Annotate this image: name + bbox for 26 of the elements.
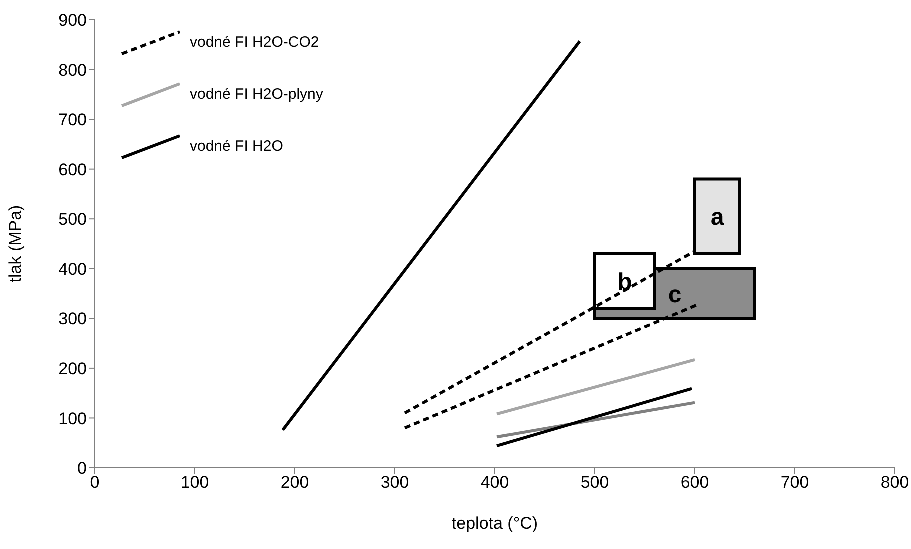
x-tick-label: 200 bbox=[280, 473, 310, 492]
x-axis-title: teplota (°C) bbox=[452, 514, 538, 533]
legend-label: vodné FI H2O-CO2 bbox=[190, 34, 320, 50]
y-tick-label: 500 bbox=[58, 210, 87, 230]
legend-label: vodné FI H2O-plyny bbox=[190, 86, 324, 102]
y-tick-label: 900 bbox=[58, 11, 87, 30]
y-tick-label: 400 bbox=[58, 260, 87, 279]
y-axis-title: tlak (MPa) bbox=[6, 205, 26, 283]
x-tick-label: 800 bbox=[880, 473, 910, 492]
y-tick-label: 300 bbox=[58, 310, 87, 329]
y-tick-label: 600 bbox=[58, 160, 87, 180]
y-tick-label: 700 bbox=[58, 110, 87, 130]
annotation: a bbox=[710, 204, 725, 232]
x-tick-label: 300 bbox=[380, 473, 410, 492]
y-tick-label: 100 bbox=[58, 409, 87, 428]
x-tick-label: 600 bbox=[680, 473, 710, 492]
legend-label: vodné FI H2O bbox=[190, 138, 284, 154]
y-tick-label: 200 bbox=[58, 359, 87, 378]
x-tick-label: 100 bbox=[180, 473, 210, 492]
x-tick-label: 500 bbox=[580, 473, 610, 492]
x-tick-label: 0 bbox=[90, 473, 100, 492]
y-tick-label: 800 bbox=[58, 60, 87, 80]
x-tick-label: 400 bbox=[480, 473, 510, 492]
y-tick-label: 0 bbox=[78, 459, 87, 478]
x-tick-label: 700 bbox=[780, 473, 810, 492]
annotation: c bbox=[668, 281, 682, 308]
